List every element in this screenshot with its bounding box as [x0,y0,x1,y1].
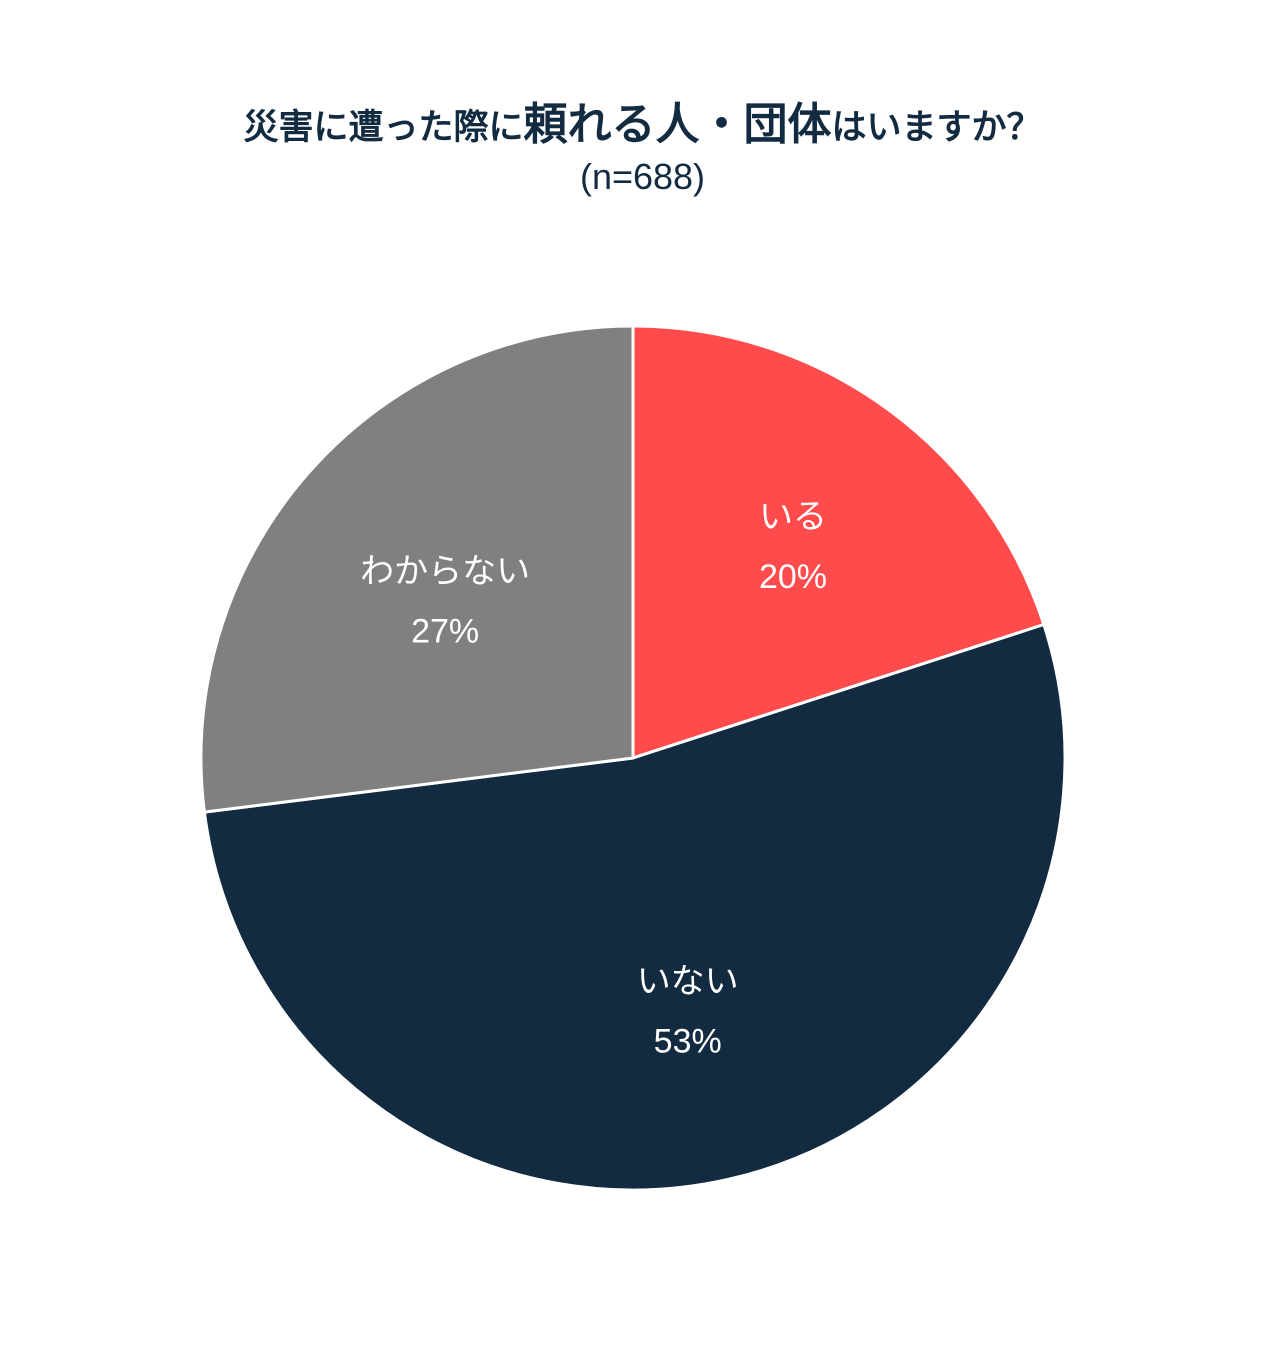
slice-label-1: いる [759,497,827,537]
title-part-1: 災害に遭った際に [243,108,524,148]
title-part-2: 頼れる人・団体 [523,99,832,150]
slice-value-label-2: 53% [654,1023,722,1061]
slice-value-label-3: 27% [411,612,479,650]
pie-slice-2 [202,623,1067,1192]
pie-slice-3 [199,324,635,814]
chart-title: 災害に遭った際に頼れる人・団体はいますか？ [0,88,1285,152]
pie-slice-1 [631,324,1046,760]
title-part-3: はいますか？ [831,108,1042,148]
slice-label-3: わからない [360,551,530,591]
slice-value-label-1: 20% [759,558,827,596]
slice-label-2: いない [637,962,739,1002]
chart-subtitle: (n=688) [579,156,706,197]
